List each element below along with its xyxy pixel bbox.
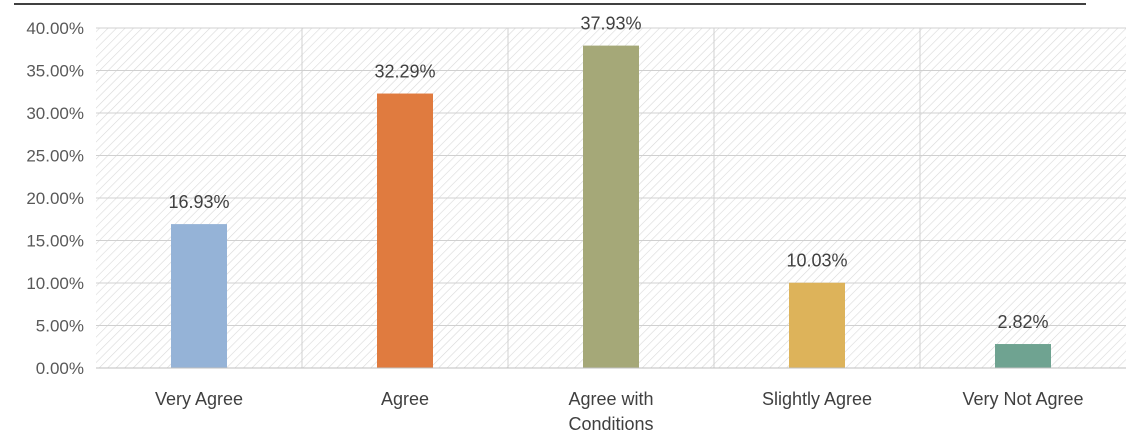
category-gridlines [301, 28, 921, 368]
category-label: Very Agree [155, 389, 243, 409]
y-axis-tick-labels: 0.00% 5.00% 10.00% 15.00% 20.00% 25.00% 30.00%… [26, 19, 84, 378]
bar [377, 93, 433, 368]
data-labels: 16.93% 32.29% 37.93% 10.03% 2.82% [168, 14, 1048, 332]
y-tick-label: 40.00% [26, 19, 84, 38]
data-label: 10.03% [786, 251, 847, 271]
y-tick-label: 20.00% [26, 189, 84, 208]
data-label: 37.93% [580, 14, 641, 34]
y-tick-label: 35.00% [26, 62, 84, 81]
y-tick-label: 15.00% [26, 232, 84, 251]
y-tick-label: 30.00% [26, 104, 84, 123]
category-label: Slightly Agree [762, 389, 872, 409]
category-label: Agree with [568, 389, 653, 409]
bars [171, 45, 1051, 368]
y-tick-label: 0.00% [36, 359, 84, 378]
y-tick-label: 25.00% [26, 147, 84, 166]
category-label: Very Not Agree [962, 389, 1083, 409]
category-label: Conditions [568, 414, 653, 434]
data-label: 16.93% [168, 192, 229, 212]
data-label: 32.29% [374, 62, 435, 82]
data-label: 2.82% [997, 312, 1048, 332]
bar [995, 344, 1051, 368]
y-tick-label: 10.00% [26, 274, 84, 293]
y-tick-label: 5.00% [36, 317, 84, 336]
x-axis-category-labels: Very Agree Agree Agree with Conditions Sligh… [155, 389, 1084, 434]
bar [583, 45, 639, 368]
bar [789, 282, 845, 368]
category-label: Agree [381, 389, 429, 409]
bar [171, 224, 227, 368]
